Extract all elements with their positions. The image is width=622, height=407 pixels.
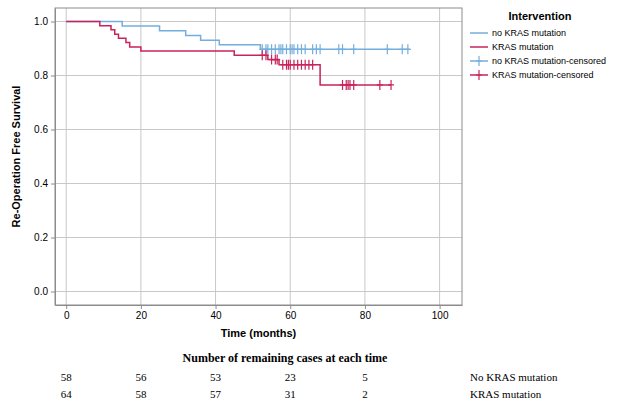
plot-frame bbox=[55, 8, 462, 305]
y-tick: 0.8 bbox=[34, 70, 55, 81]
risk-count: 58 bbox=[61, 371, 73, 383]
x-tick-label: 80 bbox=[360, 310, 372, 321]
x-tick-label: 40 bbox=[210, 310, 222, 321]
y-tick: 0.0 bbox=[34, 286, 55, 297]
grid-line bbox=[55, 183, 462, 184]
censor-mark bbox=[351, 44, 357, 54]
x-tick-label: 100 bbox=[432, 310, 449, 321]
censor-mark bbox=[310, 60, 316, 70]
grid-line bbox=[66, 8, 67, 305]
censor-mark bbox=[274, 55, 280, 65]
y-tick-label: 0.6 bbox=[34, 124, 48, 135]
risk-count: 2 bbox=[362, 388, 368, 400]
risk-count: 53 bbox=[210, 371, 222, 383]
y-tick: 0.4 bbox=[34, 178, 55, 189]
y-tick-label: 0.0 bbox=[34, 286, 48, 297]
x-tick-mark bbox=[365, 305, 366, 309]
x-tick: 40 bbox=[210, 305, 222, 321]
censor-mark bbox=[263, 50, 269, 60]
survival-line bbox=[66, 22, 391, 85]
legend-item: KRAS mutation bbox=[470, 42, 554, 52]
x-tick: 80 bbox=[360, 305, 372, 321]
legend-label: no KRAS mutation-censored bbox=[492, 56, 606, 66]
y-tick: 0.6 bbox=[34, 124, 55, 135]
y-tick-mark bbox=[51, 130, 55, 131]
legend-marker bbox=[476, 70, 482, 80]
x-tick-mark bbox=[141, 305, 142, 309]
y-tick-mark bbox=[51, 292, 55, 293]
y-tick-label: 0.8 bbox=[34, 70, 48, 81]
censor-mark bbox=[351, 80, 357, 90]
legend-item: KRAS mutation-censored bbox=[470, 70, 594, 80]
censor-mark bbox=[302, 44, 308, 54]
censor-mark bbox=[399, 44, 405, 54]
x-axis-line bbox=[56, 305, 463, 306]
legend: Intervention no KRAS mutation KRAS mutatio… bbox=[470, 10, 606, 80]
censor-mark bbox=[405, 44, 411, 54]
legend-swatch bbox=[470, 46, 488, 48]
y-axis-line bbox=[55, 9, 56, 306]
y-tick-label: 1.0 bbox=[34, 16, 48, 27]
grid-line bbox=[55, 237, 462, 238]
grid-line bbox=[55, 75, 462, 76]
y-tick-label: 0.2 bbox=[34, 232, 48, 243]
y-tick: 1.0 bbox=[34, 16, 55, 27]
y-axis: 0.0 0.2 0.4 0.6 0.8 1.0 bbox=[34, 9, 55, 306]
legend-label: KRAS mutation-censored bbox=[492, 70, 594, 80]
x-tick: 60 bbox=[285, 305, 297, 321]
censor-mark bbox=[317, 44, 323, 54]
y-tick-mark bbox=[51, 184, 55, 185]
y-tick-mark bbox=[51, 22, 55, 23]
y-tick-mark bbox=[51, 76, 55, 77]
plot-area bbox=[66, 22, 411, 90]
risk-count: 56 bbox=[135, 371, 147, 383]
risk-row-label: No KRAS mutation bbox=[470, 371, 558, 383]
y-tick: 0.2 bbox=[34, 232, 55, 243]
legend-label: KRAS mutation bbox=[492, 42, 554, 52]
legend-label: no KRAS mutation bbox=[492, 28, 566, 38]
risk-count: 64 bbox=[61, 388, 73, 400]
risk-count: 57 bbox=[210, 388, 222, 400]
risk-count: 23 bbox=[285, 371, 297, 383]
risk-table-title: Number of remaining cases at each time bbox=[183, 351, 389, 365]
legend-title: Intervention bbox=[509, 10, 572, 22]
censor-mark bbox=[388, 80, 394, 90]
y-tick-mark bbox=[51, 238, 55, 239]
grid-line bbox=[140, 8, 141, 305]
x-tick-mark bbox=[66, 305, 67, 309]
grid-line bbox=[55, 291, 462, 292]
grid-line bbox=[439, 8, 440, 305]
x-axis: 0 20 40 60 80 100 bbox=[56, 305, 463, 321]
censor-mark bbox=[377, 80, 383, 90]
censor-mark bbox=[340, 44, 346, 54]
legend-marker bbox=[476, 56, 482, 66]
x-tick: 20 bbox=[136, 305, 148, 321]
x-tick-mark bbox=[440, 305, 441, 309]
risk-count: 58 bbox=[135, 388, 147, 400]
censor-mark bbox=[384, 44, 390, 54]
risk-count: 5 bbox=[362, 371, 368, 383]
x-tick: 0 bbox=[64, 305, 70, 321]
x-tick-mark bbox=[216, 305, 217, 309]
x-tick-label: 60 bbox=[285, 310, 297, 321]
grid bbox=[55, 8, 462, 305]
x-tick-label: 20 bbox=[136, 310, 148, 321]
risk-count: 31 bbox=[285, 388, 296, 400]
risk-row-label: KRAS mutation bbox=[470, 388, 542, 400]
grid-line bbox=[55, 129, 462, 130]
x-axis-title: Time (months) bbox=[221, 327, 297, 339]
legend-item: no KRAS mutation bbox=[470, 28, 566, 38]
grid-line bbox=[215, 8, 216, 305]
x-tick-mark bbox=[290, 305, 291, 309]
y-axis-title: Re-Operation Free Survival bbox=[10, 86, 22, 228]
y-tick-label: 0.4 bbox=[34, 178, 48, 189]
grid-line bbox=[364, 8, 365, 305]
x-tick: 100 bbox=[432, 305, 449, 321]
chart: 0 20 40 60 80 100 0.0 0.2 0.4 0.6 0.8 1.0 Time (mont… bbox=[0, 0, 622, 407]
x-tick-label: 0 bbox=[64, 310, 70, 321]
risk-table: Number of remaining cases at each time 58… bbox=[61, 351, 558, 400]
legend-item: no KRAS mutation-censored bbox=[470, 56, 606, 66]
legend-swatch bbox=[470, 32, 488, 34]
